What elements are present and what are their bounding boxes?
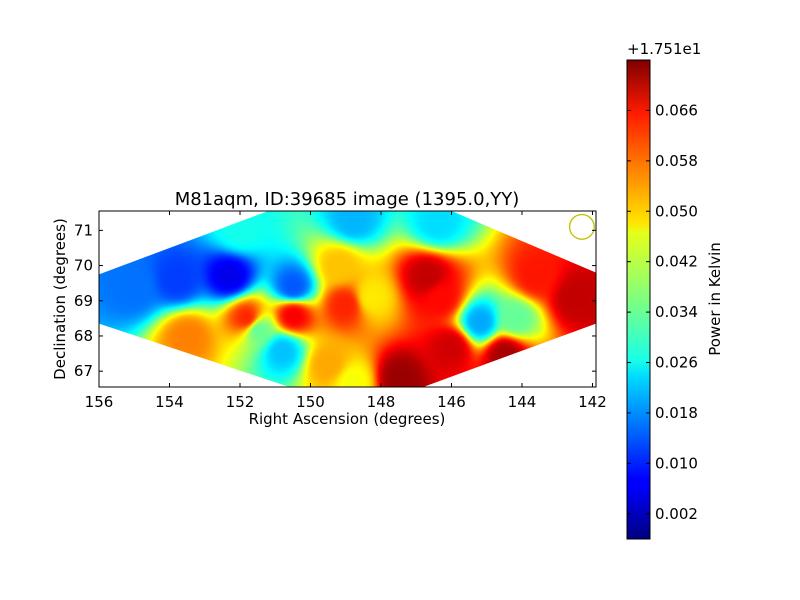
colorbar-tick-label: 0.058 xyxy=(655,152,698,170)
y-axis-label: Declination (degrees) xyxy=(51,218,69,380)
x-axis: 156 154 152 150 148 146 144 142 xyxy=(85,211,607,411)
y-tick-label: 69 xyxy=(74,292,93,310)
x-tick-label: 156 xyxy=(85,393,114,411)
x-tick-label: 154 xyxy=(155,393,184,411)
plot-frame xyxy=(98,210,597,388)
y-tick-label: 68 xyxy=(74,327,93,345)
colorbar-tick-label: 0.042 xyxy=(655,253,698,271)
y-axis: 67 68 69 70 71 xyxy=(74,221,596,380)
y-tick-label: 67 xyxy=(74,362,93,380)
colorbar-tick-label: 0.050 xyxy=(655,202,698,220)
y-tick-label: 70 xyxy=(74,257,93,275)
y-tick-label: 71 xyxy=(74,221,93,239)
x-tick-label: 142 xyxy=(578,393,607,411)
x-tick-label: 144 xyxy=(508,393,537,411)
colorbar-tick-label: 0.026 xyxy=(655,354,698,372)
heatmap-image xyxy=(99,211,596,387)
colorbar-tick-label: 0.002 xyxy=(655,505,698,523)
colorbar-tick-label: 0.034 xyxy=(655,303,698,321)
chart-title: M81aqm, ID:39685 image (1395.0,YY) xyxy=(175,189,520,210)
x-tick-label: 148 xyxy=(367,393,396,411)
colorbar xyxy=(626,59,651,540)
colorbar-tick-label: 0.066 xyxy=(655,101,698,119)
colorbar-label: Power in Kelvin xyxy=(706,242,724,356)
colorbar-offset-text: +1.751e1 xyxy=(627,40,701,58)
colorbar-tick-label: 0.018 xyxy=(655,404,698,422)
colorbar-ticks: 0.002 0.010 0.018 0.026 0.034 0.042 0.050 0.058… xyxy=(627,101,698,523)
colorbar-tick-label: 0.010 xyxy=(655,454,698,472)
x-tick-label: 150 xyxy=(296,393,325,411)
x-tick-label: 146 xyxy=(437,393,466,411)
beam-marker xyxy=(568,213,595,240)
x-axis-label: Right Ascension (degrees) xyxy=(249,410,446,428)
x-tick-label: 152 xyxy=(226,393,255,411)
